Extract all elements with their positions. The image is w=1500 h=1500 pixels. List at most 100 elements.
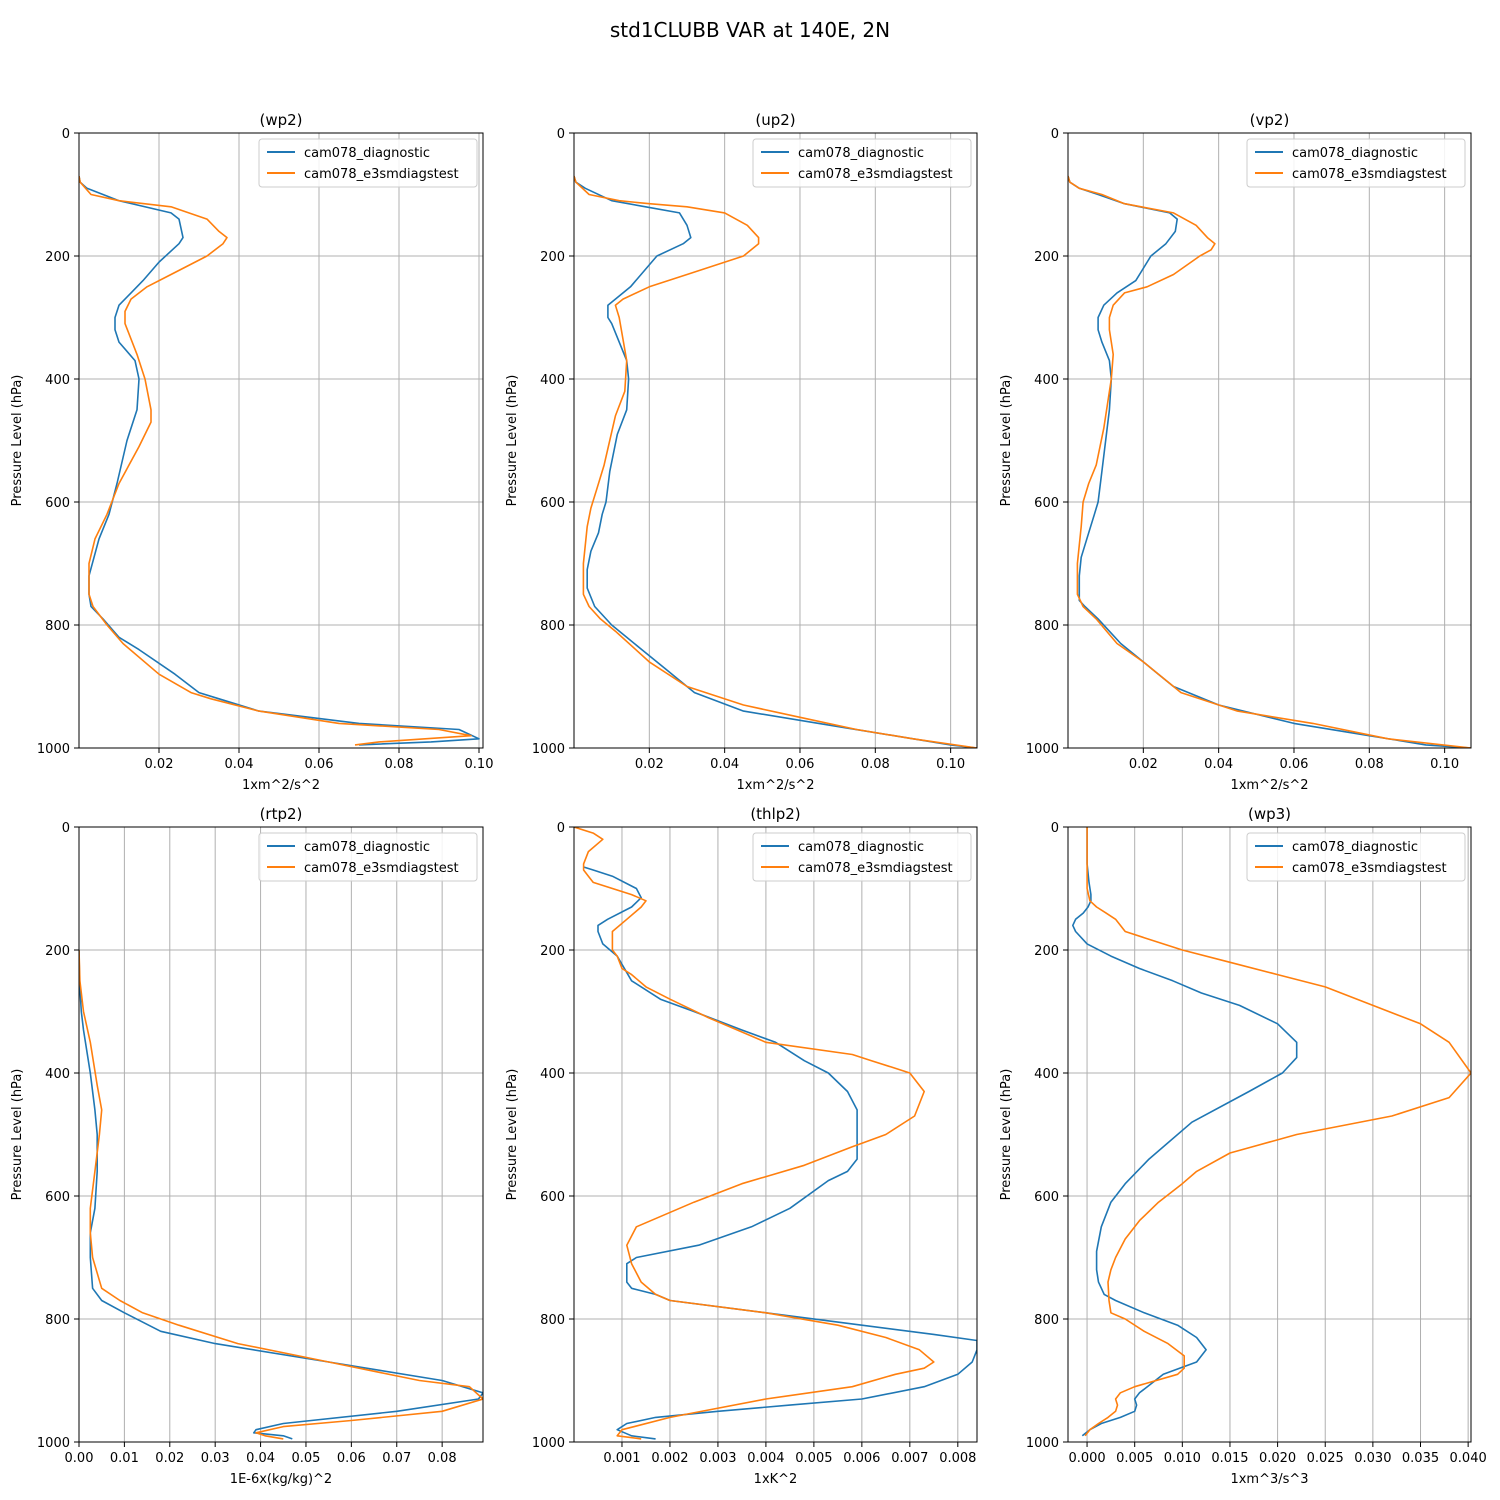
series-line-e3smdiagstest xyxy=(574,827,935,1440)
x-tick-label: 0.10 xyxy=(936,757,965,772)
plot-area xyxy=(1068,133,1471,748)
y-tick-label: 1000 xyxy=(1026,742,1059,757)
x-axis-label: 1xm^2/s^2 xyxy=(242,778,320,793)
series-line-diagnostic xyxy=(1072,827,1298,1437)
x-tick-label: 0.04 xyxy=(246,1451,275,1466)
y-axis-label: Pressure Level (hPa) xyxy=(505,375,520,507)
chart-panel: 0.000 0.005 0.010 0.015 0.020 0.025 0.030 0.035… xyxy=(999,805,1487,1487)
plot-area xyxy=(574,827,977,1442)
series-line-e3smdiagstest xyxy=(79,175,472,746)
x-tick-label: 0.035 xyxy=(1402,1451,1439,1466)
legend: cam078_diagnostic cam078_e3smdiagstest xyxy=(258,138,478,188)
x-tick-label: 0.000 xyxy=(1068,1451,1105,1466)
y-tick-label: 800 xyxy=(45,619,70,634)
plot-frame xyxy=(573,132,978,749)
x-tick-label: 0.008 xyxy=(939,1451,976,1466)
y-tick-label: 1000 xyxy=(532,1436,565,1451)
y-tick-label: 200 xyxy=(1034,250,1059,265)
legend: cam078_diagnostic cam078_e3smdiagstest xyxy=(1246,832,1466,882)
y-tick-label: 200 xyxy=(540,250,565,265)
series-line-e3smdiagstest xyxy=(574,175,977,748)
legend-label: cam078_e3smdiagstest xyxy=(798,167,953,182)
x-tick-label: 0.02 xyxy=(145,757,174,772)
y-tick-label: 200 xyxy=(540,944,565,959)
x-tick-label: 0.015 xyxy=(1211,1451,1248,1466)
plot-area xyxy=(79,133,483,748)
y-axis-label: Pressure Level (hPa) xyxy=(10,1069,25,1201)
plot-area xyxy=(79,827,483,1442)
legend-label: cam078_e3smdiagstest xyxy=(1292,167,1447,182)
y-tick-label: 400 xyxy=(1034,373,1059,388)
plot-frame xyxy=(1067,132,1472,749)
legend: cam078_diagnostic cam078_e3smdiagstest xyxy=(752,832,972,882)
y-tick-label: 400 xyxy=(540,373,565,388)
x-tick-label: 0.006 xyxy=(843,1451,880,1466)
series-line-diagnostic xyxy=(79,175,480,746)
x-tick-label: 0.10 xyxy=(465,757,494,772)
x-tick-label: 0.06 xyxy=(305,757,334,772)
y-tick-label: 1000 xyxy=(37,742,70,757)
y-tick-label: 400 xyxy=(1034,1067,1059,1082)
legend: cam078_diagnostic cam078_e3smdiagstest xyxy=(752,138,972,188)
legend-box xyxy=(258,138,478,188)
y-axis-label: Pressure Level (hPa) xyxy=(999,1069,1014,1201)
x-tick-label: 0.07 xyxy=(382,1451,411,1466)
plot-area xyxy=(1068,827,1471,1442)
y-tick-label: 600 xyxy=(540,1190,565,1205)
x-tick-label: 0.03 xyxy=(201,1451,230,1466)
series-line-e3smdiagstest xyxy=(1084,827,1471,1437)
legend-label: cam078_diagnostic xyxy=(798,840,924,855)
subplot-title: (wp3) xyxy=(1248,805,1291,823)
y-tick-label: 0 xyxy=(557,127,565,142)
x-tick-label: 0.005 xyxy=(795,1451,832,1466)
y-axis-label: Pressure Level (hPa) xyxy=(505,1069,520,1201)
y-tick-label: 800 xyxy=(540,619,565,634)
legend-label: cam078_diagnostic xyxy=(798,146,924,161)
chart-panel: 0.001 0.002 0.003 0.004 0.005 0.006 0.007 0.008… xyxy=(505,805,978,1487)
subplot-title: (rtp2) xyxy=(260,805,303,823)
legend-label: cam078_e3smdiagstest xyxy=(798,861,953,876)
y-tick-label: 800 xyxy=(1034,619,1059,634)
y-tick-label: 1000 xyxy=(532,742,565,757)
x-tick-label: 0.04 xyxy=(1204,757,1233,772)
plot-frame xyxy=(78,826,484,1443)
series-line-e3smdiagstest xyxy=(1068,175,1471,748)
legend-label: cam078_e3smdiagstest xyxy=(1292,861,1447,876)
series-line-e3smdiagstest xyxy=(79,949,483,1440)
x-tick-label: 0.007 xyxy=(891,1451,928,1466)
x-tick-label: 0.08 xyxy=(385,757,414,772)
x-tick-label: 0.030 xyxy=(1354,1451,1391,1466)
x-tick-label: 0.010 xyxy=(1164,1451,1201,1466)
legend-label: cam078_diagnostic xyxy=(1292,146,1418,161)
y-axis-label: Pressure Level (hPa) xyxy=(10,375,25,507)
subplot-title: (wp2) xyxy=(259,111,302,129)
chart-panel: 0.02 0.04 0.06 0.08 0.10 0 200 400 600 800 1000 (wp… xyxy=(10,111,493,793)
x-axis-label: 1E-6x(kg/kg)^2 xyxy=(230,1472,332,1487)
x-tick-label: 0.05 xyxy=(291,1451,320,1466)
y-tick-label: 600 xyxy=(45,1190,70,1205)
x-tick-label: 0.04 xyxy=(225,757,254,772)
series-line-diagnostic xyxy=(583,866,977,1440)
y-tick-label: 600 xyxy=(1034,496,1059,511)
y-tick-label: 800 xyxy=(540,1313,565,1328)
x-axis-label: 1xK^2 xyxy=(754,1472,798,1487)
x-tick-label: 0.003 xyxy=(699,1451,736,1466)
legend-box xyxy=(258,832,478,882)
legend: cam078_diagnostic cam078_e3smdiagstest xyxy=(1246,138,1466,188)
chart-panel: 0.02 0.04 0.06 0.08 0.10 0 200 400 600 800 1000 (up… xyxy=(505,111,978,793)
x-tick-label: 0.025 xyxy=(1307,1451,1344,1466)
chart-panel: 0.00 0.01 0.02 0.03 0.04 0.05 0.06 0.07 0.08 0 200… xyxy=(10,805,484,1487)
x-axis-label: 1xm^3/s^3 xyxy=(1230,1472,1308,1487)
subplot-title: (up2) xyxy=(755,111,795,129)
x-tick-label: 0.00 xyxy=(65,1451,94,1466)
subplot-title: (thlp2) xyxy=(750,805,800,823)
y-tick-label: 0 xyxy=(1051,821,1059,836)
x-tick-label: 0.08 xyxy=(861,757,890,772)
x-tick-label: 0.06 xyxy=(1280,757,1309,772)
x-tick-label: 0.040 xyxy=(1450,1451,1487,1466)
legend-label: cam078_diagnostic xyxy=(304,840,430,855)
x-tick-label: 0.005 xyxy=(1116,1451,1153,1466)
x-tick-label: 0.004 xyxy=(747,1451,784,1466)
y-tick-label: 400 xyxy=(45,373,70,388)
